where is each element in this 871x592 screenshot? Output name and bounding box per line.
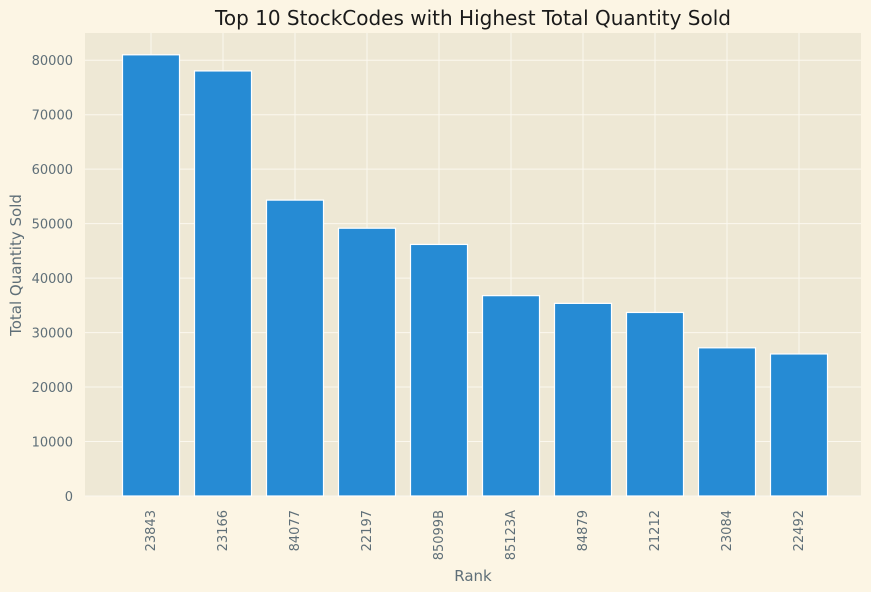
x-tick-label: 85123A (504, 510, 519, 560)
y-tick-label: 30000 (32, 327, 73, 342)
x-tick-label: 22197 (360, 510, 375, 551)
x-tick-label: 84879 (576, 510, 591, 551)
x-tick-label: 23084 (720, 510, 735, 551)
bar-84077 (265, 199, 325, 497)
y-tick-label: 0 (65, 490, 73, 505)
x-tick-label: 21212 (648, 510, 663, 551)
y-tick-label: 50000 (32, 218, 73, 233)
y-axis-ticks: 0 10000 20000 30000 40000 50000 60000 70000 8000… (32, 54, 73, 505)
bar-85123A (481, 295, 541, 497)
y-tick-label: 40000 (32, 272, 73, 287)
bar-23166 (193, 70, 253, 497)
bar-23843 (121, 54, 181, 497)
x-tick-label: 23843 (144, 510, 159, 551)
y-tick-label: 60000 (32, 163, 73, 178)
bar-22492 (769, 353, 829, 497)
bars (121, 54, 829, 497)
x-tick-label: 23166 (216, 510, 231, 551)
bar-21212 (625, 311, 685, 497)
y-axis-label: Total Quantity Sold (7, 194, 25, 337)
bar-23084 (697, 347, 757, 497)
x-tick-label: 85099B (432, 510, 447, 560)
chart-title: Top 10 StockCodes with Highest Total Qua… (214, 6, 731, 30)
y-tick-label: 10000 (32, 436, 73, 451)
bar-84879 (553, 302, 613, 497)
y-tick-label: 20000 (32, 381, 73, 396)
x-tick-label: 84077 (288, 510, 303, 551)
y-tick-label: 70000 (32, 109, 73, 124)
bar-22197 (337, 227, 397, 497)
bar-85099B (409, 243, 469, 497)
y-tick-label: 80000 (32, 54, 73, 69)
x-axis-ticks: 23843 23166 84077 22197 85099B 85123A 84879 212… (144, 510, 807, 560)
x-axis-label: Rank (454, 567, 492, 585)
x-tick-label: 22492 (792, 510, 807, 551)
